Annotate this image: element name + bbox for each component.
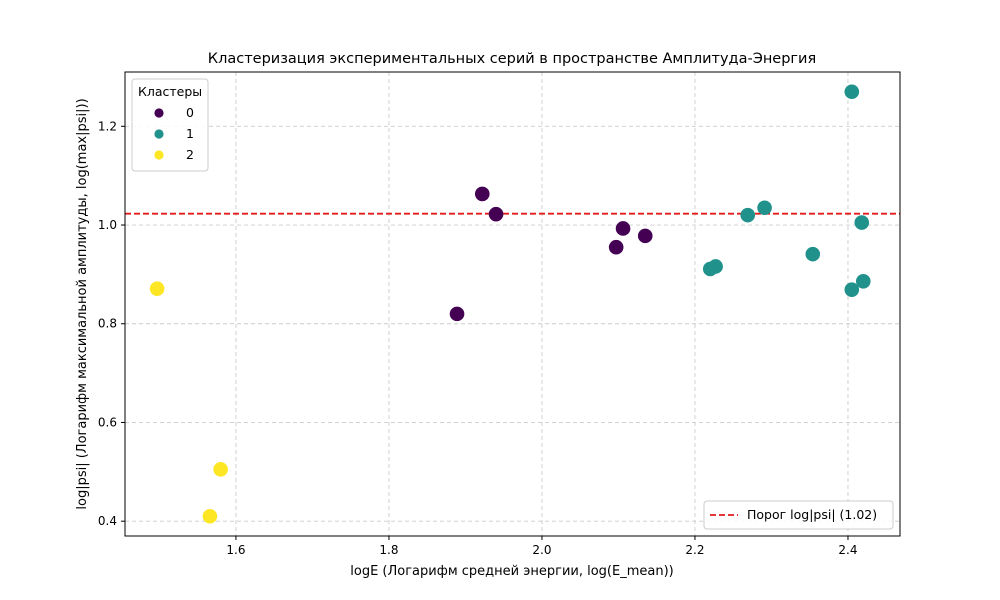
scatter-point-cluster-2 [202,508,218,524]
scatter-point-cluster-1 [740,207,756,223]
ticks: 1.6 1.8 2.0 2.2 2.4 0.4 0.6 0.8 1.0 1.2 [98,119,858,557]
cluster-legend-box [131,78,209,172]
legend-marker-cluster-1 [154,129,164,139]
grid [125,72,900,536]
legend-marker-cluster-2 [154,150,164,160]
scatter-point-cluster-0 [637,228,653,244]
cluster-legend-title: Кластеры [138,84,202,99]
scatter-point-cluster-1 [702,261,718,277]
points-layer [149,84,871,524]
threshold-legend: Порог log|psi| (1.02) [703,500,894,530]
x-tick-label: 1.6 [226,543,245,557]
scatter-point-cluster-0 [615,221,631,236]
legend-label-cluster-0: 0 [186,105,194,120]
threshold-legend-box [703,500,894,530]
legend-label-cluster-2: 2 [186,147,194,162]
scatter-point-cluster-1 [805,246,821,262]
scatter-point-cluster-0 [449,306,465,322]
scatter-point-cluster-0 [488,206,504,222]
x-tick-label: 1.8 [379,543,398,557]
y-tick-label: 1.2 [98,119,117,133]
threshold-legend-label: Порог log|psi| (1.02) [747,507,877,522]
scatter-point-cluster-1 [855,273,871,289]
y-tick-label: 0.4 [98,514,117,528]
scatter-point-cluster-0 [474,186,490,202]
x-axis-label: logE (Логарифм средней энергии, log(E_me… [350,564,673,579]
legend-label-cluster-1: 1 [186,126,194,141]
plot-area-frame [124,71,901,537]
scatter-point-cluster-1 [844,84,860,100]
chart-title: Кластеризация экспериментальных серий в … [208,51,816,67]
scatter-point-cluster-2 [213,462,228,477]
scatter-point-cluster-2 [149,281,165,296]
y-axis-label: log|psi| (Логарифм максимальной амплитуд… [75,98,90,509]
scatter-point-cluster-0 [608,239,624,255]
x-tick-label: 2.4 [838,543,857,557]
y-tick-label: 1.0 [98,218,117,232]
scatter-point-cluster-1 [854,215,870,230]
scatter-point-cluster-1 [757,200,772,216]
cluster-legend-entries: 0 1 2 [154,105,194,162]
x-tick-label: 2.2 [685,543,704,557]
legend-marker-cluster-0 [154,108,164,118]
x-tick-label: 2.0 [532,543,551,557]
y-tick-label: 0.8 [98,317,117,331]
y-tick-label: 0.6 [98,415,117,429]
cluster-legend: Кластеры 0 1 2 [131,78,209,172]
scatter-point-cluster-1 [844,282,860,297]
